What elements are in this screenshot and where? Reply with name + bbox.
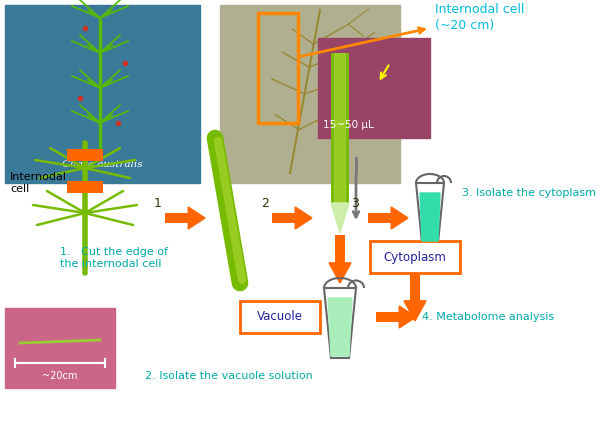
Bar: [272, 213, 295, 223]
Polygon shape: [328, 298, 352, 356]
Text: 3. Isolate the cytoplasm: 3. Isolate the cytoplasm: [462, 188, 596, 198]
Bar: [368, 213, 391, 223]
Text: Chara australis: Chara australis: [62, 160, 143, 169]
Bar: [258, 13, 298, 123]
Polygon shape: [399, 306, 416, 328]
Text: 3: 3: [351, 196, 359, 209]
Text: Cytoplasm: Cytoplasm: [383, 250, 446, 264]
Polygon shape: [295, 207, 312, 229]
Text: 2. Isolate the vacuole solution: 2. Isolate the vacuole solution: [145, 371, 313, 381]
Bar: [165, 213, 188, 223]
Polygon shape: [420, 193, 440, 241]
Text: Internodal cell: Internodal cell: [435, 3, 524, 16]
Polygon shape: [391, 207, 408, 229]
Bar: [240, 301, 320, 333]
Bar: [220, 5, 400, 183]
Text: 2: 2: [261, 196, 269, 209]
Text: 4. Metabolome analysis: 4. Metabolome analysis: [422, 312, 554, 322]
Polygon shape: [416, 183, 444, 243]
Text: 1: 1: [154, 196, 162, 209]
Text: ~20cm: ~20cm: [43, 371, 77, 381]
Bar: [410, 273, 420, 301]
Polygon shape: [329, 263, 351, 283]
Bar: [67, 149, 103, 161]
Bar: [335, 235, 345, 263]
Bar: [5, 308, 115, 388]
Bar: [5, 5, 200, 183]
Bar: [376, 312, 399, 322]
Text: Vacuole: Vacuole: [257, 310, 303, 324]
Text: Internodal
cell: Internodal cell: [10, 172, 67, 194]
Bar: [334, 53, 346, 203]
Text: (~20 cm): (~20 cm): [435, 19, 494, 32]
Polygon shape: [404, 301, 426, 321]
Bar: [331, 53, 349, 203]
Text: 15~50 μL: 15~50 μL: [323, 120, 374, 130]
Bar: [318, 38, 430, 138]
Polygon shape: [324, 288, 356, 358]
Polygon shape: [331, 203, 349, 233]
Bar: [67, 181, 103, 193]
Text: 1.   Cut the edge of
the internodal cell: 1. Cut the edge of the internodal cell: [60, 247, 168, 269]
Bar: [370, 241, 460, 273]
Polygon shape: [188, 207, 205, 229]
